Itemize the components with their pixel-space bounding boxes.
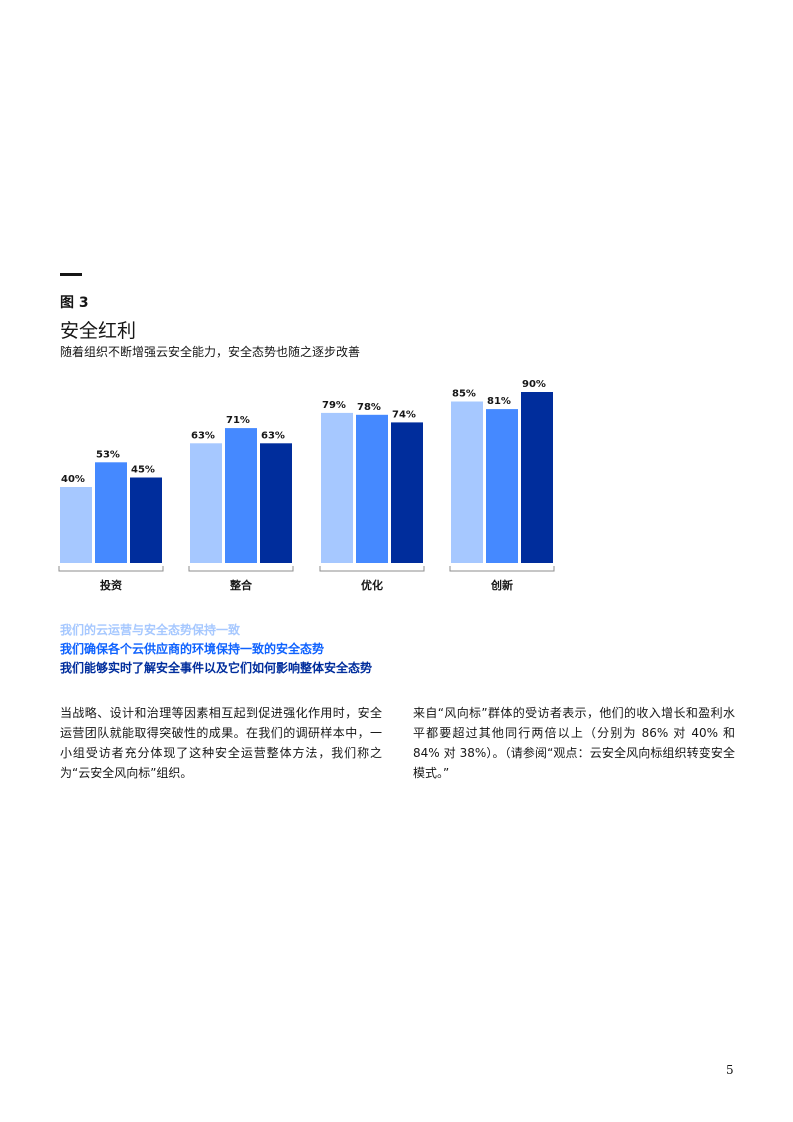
data-label: 53%	[96, 449, 120, 460]
data-label: 63%	[261, 430, 285, 441]
section-rule	[60, 273, 82, 276]
legend-entry-series-3: 我们能够实时了解安全事件以及它们如何影响整体安全态势	[60, 661, 373, 675]
bar-1-2	[95, 462, 127, 563]
page-number: 5	[726, 1063, 734, 1077]
data-label: 71%	[226, 415, 250, 426]
figure-label: 图 3	[60, 295, 89, 311]
data-label: 40%	[61, 474, 85, 485]
body-paragraph-left: 当战略、设计和治理等因素相互起到促进强化作用时，安全运营团队就能取得突破性的成果…	[60, 706, 382, 780]
data-label: 90%	[522, 379, 546, 390]
figure-title: 安全红利	[60, 320, 137, 342]
category-bracket	[188, 566, 294, 572]
legend-entry-series-1: 我们的云运营与安全态势保持一致	[60, 623, 241, 637]
bar-3-3	[391, 422, 423, 563]
category-label: 创新	[490, 578, 513, 592]
bar-2-1	[190, 443, 222, 563]
bar-2-2	[225, 428, 257, 563]
bar-3-2	[356, 414, 388, 563]
category-bracket	[449, 566, 555, 572]
data-label: 81%	[487, 396, 511, 407]
body-paragraph-right: 来自“风向标”群体的受访者表示，他们的收入增长和盈利水平都要超过其他同行两倍以上…	[413, 706, 735, 780]
category-label: 优化	[361, 578, 383, 592]
bar-1-3	[130, 477, 162, 563]
data-label: 85%	[452, 389, 476, 400]
bar-3-1	[321, 412, 353, 563]
data-label: 45%	[131, 465, 155, 476]
data-label: 79%	[322, 400, 346, 411]
category-label: 整合	[229, 578, 253, 592]
data-label: 78%	[357, 402, 381, 413]
bar-4-3	[521, 392, 553, 563]
bar-4-1	[451, 401, 483, 563]
category-label: 投资	[100, 578, 122, 592]
category-bracket	[58, 566, 164, 572]
legend-entry-series-2: 我们确保各个云供应商的环境保持一致的安全态势	[60, 642, 325, 656]
bar-1-1	[60, 487, 92, 563]
bar-4-2	[486, 409, 518, 563]
category-bracket	[319, 566, 425, 572]
bar-2-3	[260, 443, 292, 563]
data-label: 63%	[191, 430, 215, 441]
data-label: 74%	[392, 409, 416, 420]
figure-subtitle: 随着组织不断增强云安全能力，安全态势也随之逐步改善	[60, 345, 361, 359]
chart-legend: 我们的云运营与安全态势保持一致 我们确保各个云供应商的环境保持一致的安全态势 我…	[60, 621, 372, 678]
bar-chart: 40% 53% 45% 投资 63% 71% 63% 整合 79% 78% 74% 优化 85% 81% 9…	[58, 379, 555, 592]
